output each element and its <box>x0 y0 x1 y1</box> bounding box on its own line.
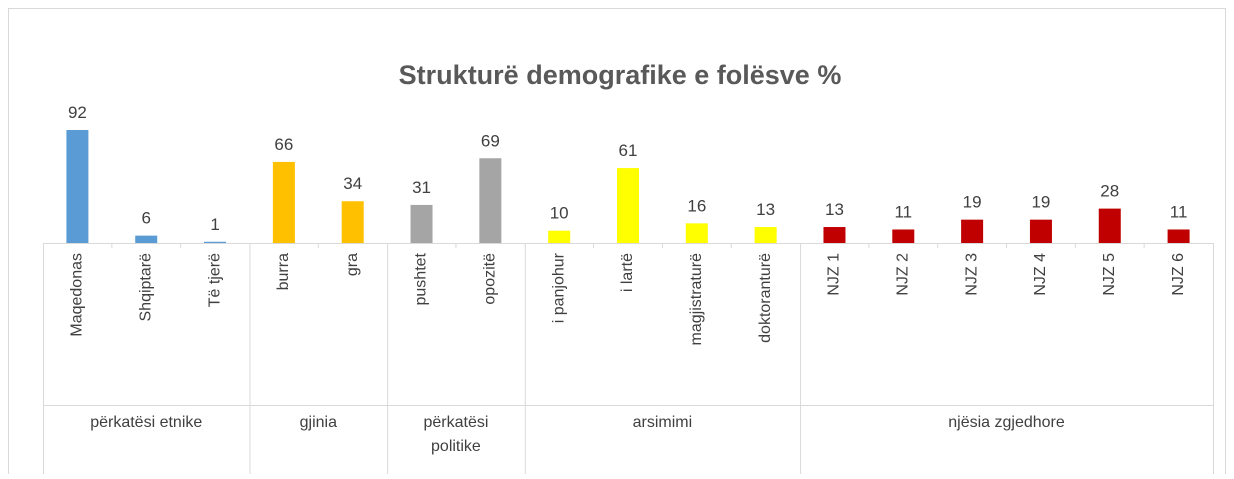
bar <box>341 201 364 243</box>
x-tick-label: NJZ 2 <box>895 253 912 296</box>
data-label: 11 <box>1170 202 1188 221</box>
data-label: 13 <box>825 200 844 219</box>
bar <box>754 227 777 243</box>
bar <box>823 227 846 243</box>
group-label: gjinia <box>299 414 337 431</box>
bar <box>617 168 639 243</box>
x-tick-label: NJZ 1 <box>826 253 843 296</box>
bar <box>204 241 227 243</box>
data-label: 16 <box>687 196 706 215</box>
bar <box>135 235 158 243</box>
bar <box>961 219 984 243</box>
bar <box>892 229 915 243</box>
data-label: 31 <box>412 178 431 197</box>
chart-title: Strukturë demografike e folësve % <box>399 60 842 90</box>
bar <box>1167 229 1190 243</box>
data-label: 66 <box>274 135 293 154</box>
bar <box>1098 208 1121 243</box>
data-label: 61 <box>619 141 638 160</box>
group-label-box: përkatësi etnike <box>90 414 203 431</box>
bar <box>685 223 708 243</box>
data-label: 6 <box>142 209 151 228</box>
x-tick-label: Të tjerë <box>206 253 223 307</box>
x-tick-label: NJZ 6 <box>1170 253 1187 296</box>
x-tick-label: Maqedonas <box>69 253 86 337</box>
data-label: 11 <box>894 202 912 221</box>
group-label: përkatësi etnike <box>90 414 203 431</box>
data-label: 19 <box>963 193 982 212</box>
group-label-box: gjinia <box>299 414 337 431</box>
x-tick-label: doktoranturë <box>757 253 774 343</box>
data-label: 13 <box>756 200 775 219</box>
x-tick-label: i panjohur <box>550 252 567 323</box>
bar <box>1029 219 1052 243</box>
bar <box>548 230 571 243</box>
x-tick-label: opozitë <box>482 253 499 305</box>
x-tick-label: magjistraturë <box>688 253 705 346</box>
bar <box>66 130 89 243</box>
bar <box>479 158 502 243</box>
x-tick-label: pushtet <box>413 252 430 305</box>
data-label: 19 <box>1031 193 1050 212</box>
group-label-box: arsimimi <box>632 414 693 431</box>
group-label-box: njësia zgjedhore <box>948 414 1065 431</box>
bar <box>410 204 433 243</box>
x-tick-label: gra <box>344 253 361 276</box>
group-label: arsimimi <box>632 414 693 431</box>
x-tick-label: NJZ 5 <box>1101 253 1118 296</box>
x-tick-label: i lartë <box>619 253 636 292</box>
group-label: përkatësi politike <box>423 414 489 455</box>
x-tick-label: NJZ 4 <box>1032 253 1049 296</box>
data-label: 69 <box>481 131 500 150</box>
group-label-box: përkatësi politike <box>423 414 489 455</box>
x-tick-label: NJZ 3 <box>963 253 980 296</box>
data-label: 1 <box>210 215 219 234</box>
x-tick-label: Shqiptarë <box>137 253 154 322</box>
x-tick-label: burra <box>275 253 292 290</box>
data-label: 92 <box>68 103 87 122</box>
group-label: njësia zgjedhore <box>948 414 1065 431</box>
bar <box>272 161 295 243</box>
data-label: 28 <box>1100 182 1119 201</box>
data-label: 10 <box>550 204 569 223</box>
data-label: 34 <box>343 174 362 193</box>
